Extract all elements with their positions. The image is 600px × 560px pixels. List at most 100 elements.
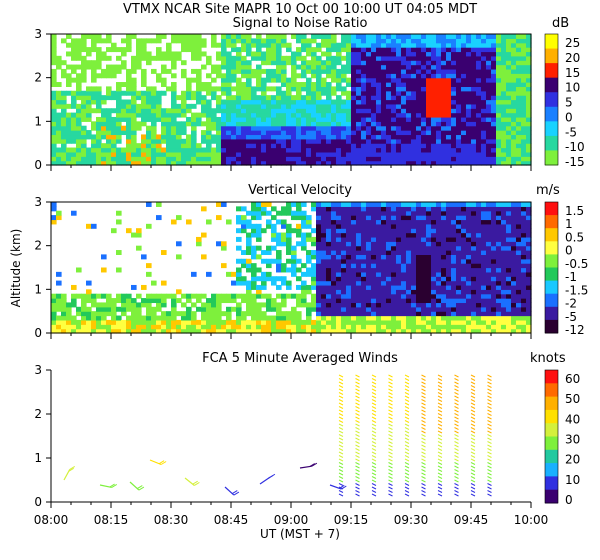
vv-cell [386,306,392,312]
wind-barb-feather [421,420,426,423]
vv-cell [236,315,242,321]
snr-cell [521,143,527,149]
snr-cell [341,112,347,118]
wind-barb-feather [355,483,360,486]
snr-cell [226,130,232,136]
snr-cell [161,156,167,162]
snr-cell [466,95,472,101]
vv-cell [446,263,452,269]
snr-cell [181,138,187,144]
snr-cell [246,82,252,87]
snr-cell [361,130,367,136]
snr-cell [411,108,417,114]
snr-cell [521,138,527,144]
snr-cell [521,160,527,166]
vv-cell [471,324,477,330]
vv-cell [391,289,397,295]
wind-barb-feather [404,392,410,395]
vv-cell [451,263,457,269]
snr-cell [471,156,477,162]
vv-cell [286,324,292,330]
vv-cell [361,267,367,273]
snr-cell [386,64,392,70]
snr-cell [461,125,467,131]
snr-cell [486,121,492,127]
vv-cell [501,298,507,304]
snr-cell [51,134,57,140]
snr-cell [476,103,482,109]
vv-cell [381,271,387,277]
vv-cell [161,302,167,308]
vv-cell [381,284,387,290]
snr-cell [201,147,207,153]
colorbar-swatch [545,135,558,151]
vv-cell [456,267,462,273]
snr-cell [386,34,392,39]
wind-barb-feather [338,399,344,402]
snr-cell [306,95,312,101]
vv-cell [521,258,527,264]
snr-cell [426,34,432,39]
vv-cell [391,276,397,282]
snr-cell [306,86,312,92]
vv-cell [206,328,212,334]
snr-cell [446,42,452,48]
wind-barb-feather [404,413,410,416]
snr-cell [461,73,467,79]
snr-cell [166,160,172,166]
vv-cell [406,202,412,207]
snr-cell [501,73,507,79]
vv-cell [526,236,532,242]
snr-cell [376,103,382,109]
snr-cell [316,143,322,149]
snr-cell [176,130,182,136]
snr-cell [146,86,152,92]
vv-cell [81,293,87,299]
vv-cell [461,210,467,216]
wind-barb-feather [421,462,426,465]
vv-cell [506,328,512,334]
snr-cell [456,38,462,44]
wind-barb-feather [437,469,443,472]
wind-barb-feather [338,378,344,381]
snr-cell [321,143,327,149]
wind-barb-feather [421,430,426,434]
vv-cell [446,223,452,229]
vv-cell [356,284,362,290]
vv-cell [416,202,422,207]
vv-cell [261,228,267,234]
snr-cell [241,121,247,127]
vv-cell [521,319,527,325]
snr-cell [361,64,367,70]
wind-barb-feather [338,430,344,434]
wind-barb-feather [371,402,377,406]
wind-barb-feather [454,392,459,395]
snr-cell [441,160,447,166]
vv-cell [286,250,292,255]
snr-cell [316,151,322,157]
snr-cell [306,121,312,127]
snr-cell [421,125,427,131]
vv-cell [456,219,462,225]
snr-cell [356,160,362,166]
snr-cell [196,86,202,92]
vv-cell [221,293,227,299]
wind-barb-feather [355,476,360,479]
snr-cell [201,112,207,118]
snr-cell [386,143,392,149]
snr-cell [441,156,447,162]
snr-cell [501,103,507,109]
vv-cell [496,328,502,334]
vv-cell [146,293,152,299]
snr-cell [431,68,437,74]
snr-cell [446,95,452,101]
snr-cell [516,86,522,92]
vv-cell [381,298,387,304]
snr-cell [106,112,112,118]
vv-cell [466,276,472,282]
wind-barb-feather [404,458,410,462]
wind-barb-feather [338,427,344,430]
snr-cell [481,143,487,149]
vv-cell [306,254,312,260]
